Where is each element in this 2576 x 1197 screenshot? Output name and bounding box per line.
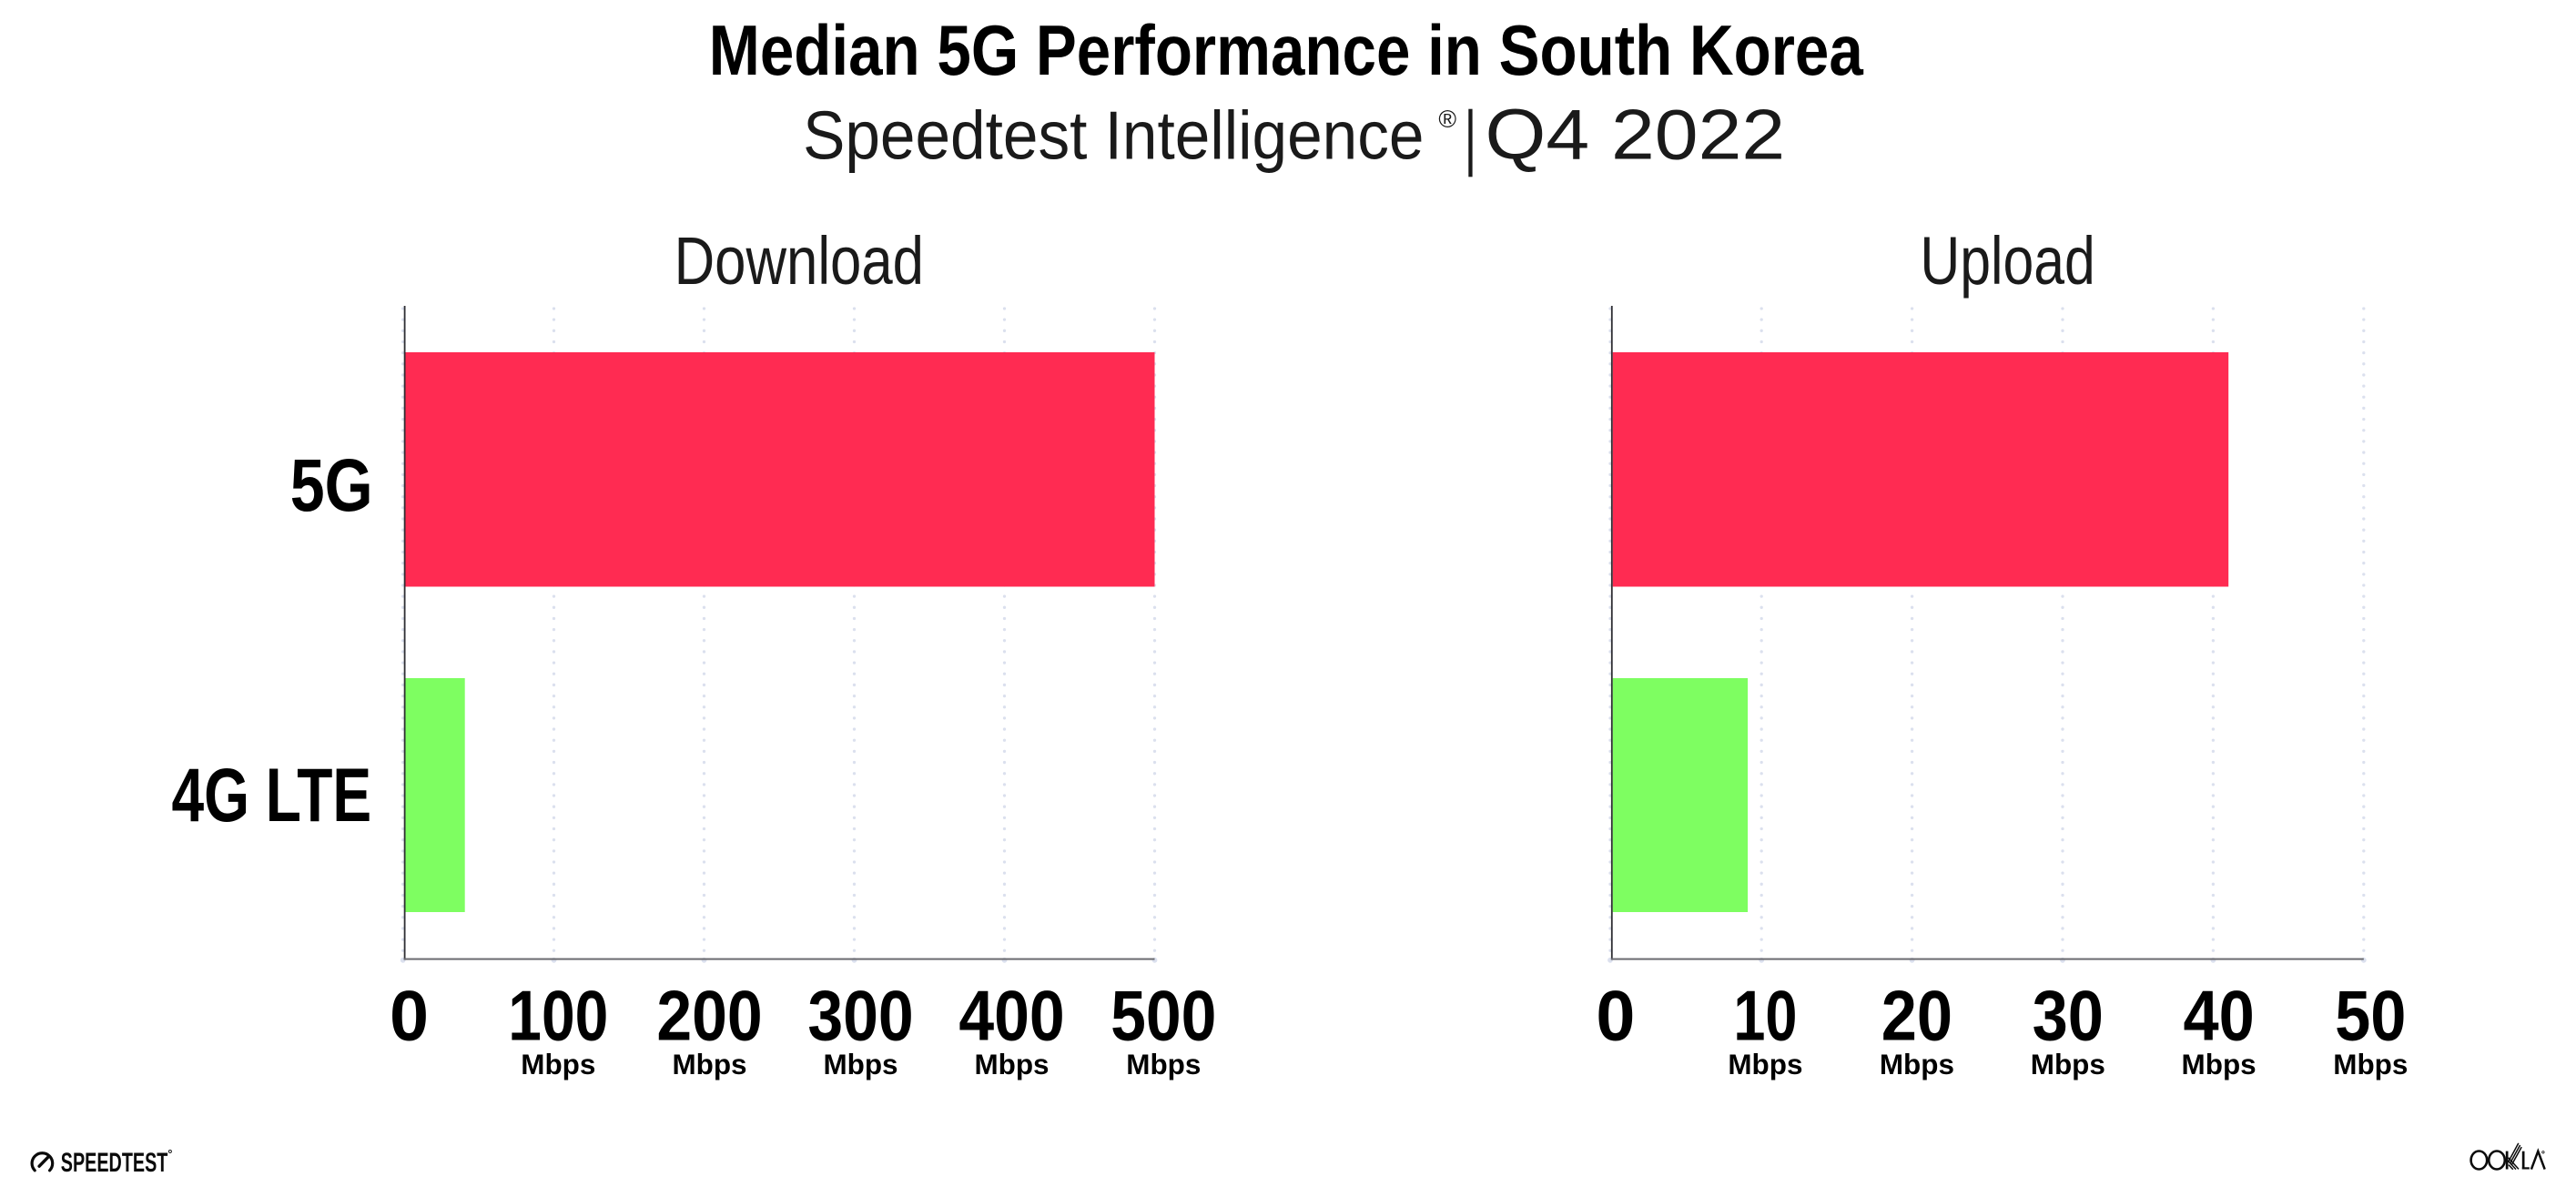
svg-text:Speedtest Intelligence: Speedtest Intelligence — [803, 97, 1424, 174]
svg-text:5G: 5G — [290, 444, 373, 527]
svg-text:Median 5G Performance in South: Median 5G Performance in South Korea — [709, 10, 1863, 90]
svg-text:Mbps: Mbps — [672, 1048, 746, 1080]
svg-text:Mbps: Mbps — [2031, 1048, 2105, 1080]
svg-text:4G LTE: 4G LTE — [172, 753, 372, 837]
svg-text:0: 0 — [390, 977, 429, 1055]
svg-text:0: 0 — [1596, 977, 1635, 1055]
svg-text:300: 300 — [807, 977, 913, 1055]
svg-text:Mbps: Mbps — [1880, 1048, 1954, 1080]
svg-text:400: 400 — [958, 977, 1064, 1055]
svg-text:Q4 2022: Q4 2022 — [1486, 96, 1786, 175]
svg-text:Upload: Upload — [1920, 223, 2095, 299]
svg-text:Mbps: Mbps — [974, 1048, 1049, 1080]
svg-text:®: ® — [1438, 106, 1456, 133]
svg-text:SPEEDTEST: SPEEDTEST — [61, 1148, 168, 1178]
svg-text:500: 500 — [1111, 977, 1216, 1055]
svg-text:Mbps: Mbps — [2333, 1048, 2408, 1080]
svg-text:20: 20 — [1881, 977, 1952, 1055]
svg-text:Mbps: Mbps — [521, 1048, 595, 1080]
svg-text:50: 50 — [2335, 977, 2406, 1055]
svg-text:Download: Download — [674, 223, 924, 299]
svg-text:Mbps: Mbps — [2182, 1048, 2257, 1080]
svg-text:100: 100 — [508, 977, 608, 1055]
svg-text:200: 200 — [656, 977, 762, 1055]
svg-text:Mbps: Mbps — [1126, 1048, 1201, 1080]
svg-text:10: 10 — [1733, 977, 1797, 1055]
svg-text:30: 30 — [2033, 977, 2104, 1055]
svg-text:Mbps: Mbps — [823, 1048, 898, 1080]
svg-text:Mbps: Mbps — [1728, 1048, 1802, 1080]
svg-text:40: 40 — [2183, 977, 2254, 1055]
